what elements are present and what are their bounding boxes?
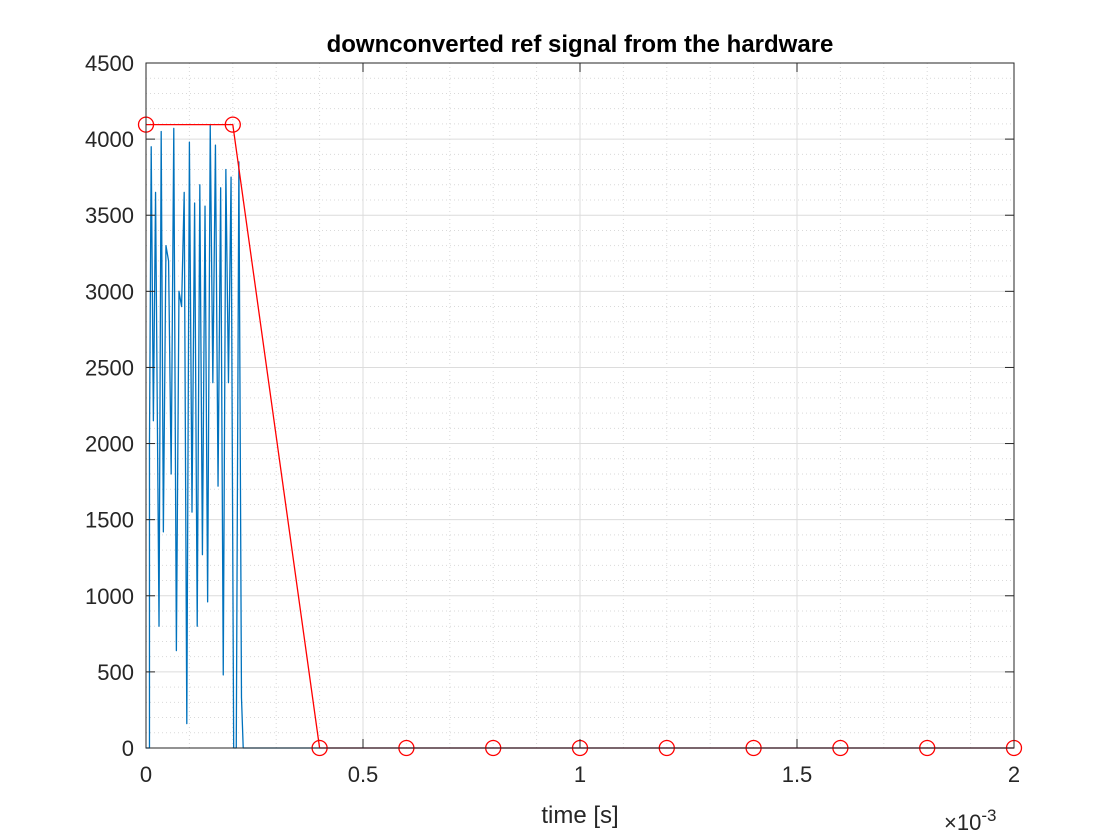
x-tick-label: 1.5 <box>782 762 813 787</box>
x-exponent-power: -3 <box>981 806 996 825</box>
y-tick-label: 4500 <box>85 51 134 76</box>
y-tick-label: 3500 <box>85 203 134 228</box>
x-axis-label: time [s] <box>541 802 618 829</box>
minor-grid <box>146 63 1014 748</box>
y-tick-label: 2000 <box>85 432 134 457</box>
y-tick-label: 1000 <box>85 584 134 609</box>
x-axis-exponent: ×10-3 <box>944 806 996 835</box>
x-tick-labels: 0 0.5 1 1.5 2 <box>140 762 1020 787</box>
y-tick-label: 0 <box>122 736 134 761</box>
y-tick-label: 1500 <box>85 508 134 533</box>
tick-marks <box>145 62 1015 749</box>
y-tick-label: 2500 <box>85 355 134 380</box>
y-tick-label: 3000 <box>85 279 134 304</box>
chart-title: downconverted ref signal from the hardwa… <box>327 31 834 58</box>
x-tick-label: 2 <box>1008 762 1020 787</box>
y-tick-label: 4000 <box>85 127 134 152</box>
x-tick-label: 0.5 <box>348 762 379 787</box>
x-tick-label: 1 <box>574 762 586 787</box>
y-tick-labels: 0 500 1000 1500 2000 2500 3000 3500 4000 4500 <box>85 51 134 761</box>
x-exponent-base: ×10 <box>944 810 981 835</box>
y-tick-label: 500 <box>97 660 134 685</box>
series-2-point <box>224 116 241 133</box>
x-tick-label: 0 <box>140 762 152 787</box>
